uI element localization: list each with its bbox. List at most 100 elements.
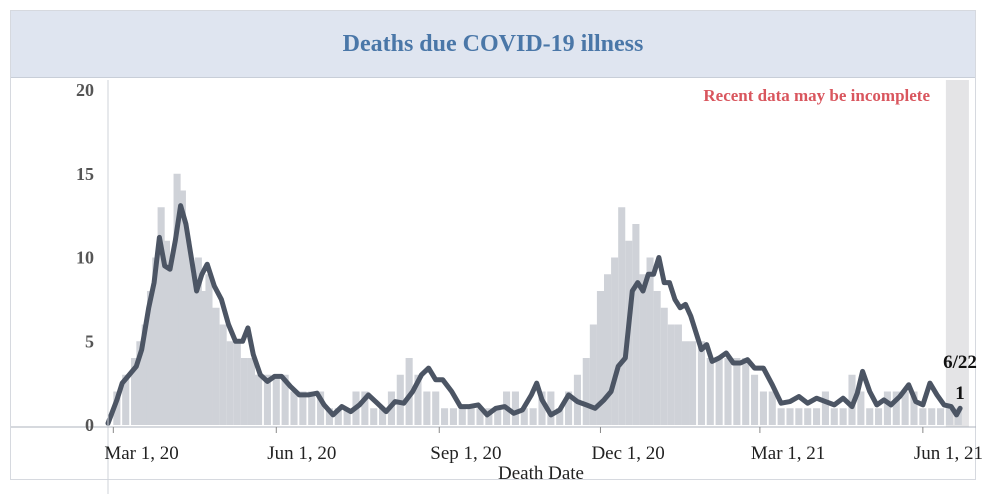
x-tick-label: Mar 1, 20 bbox=[104, 443, 178, 464]
x-tick-label: Jun 1, 21 bbox=[914, 443, 983, 464]
daily-deaths-bar bbox=[830, 408, 838, 425]
y-tick-label: 20 bbox=[76, 80, 94, 100]
daily-deaths-bar bbox=[604, 274, 612, 425]
daily-deaths-bar bbox=[821, 391, 829, 425]
daily-deaths-bar bbox=[162, 240, 170, 425]
daily-deaths-bar bbox=[910, 391, 918, 425]
daily-deaths-bar bbox=[290, 391, 298, 425]
daily-deaths-bar bbox=[152, 257, 160, 425]
chart-frame bbox=[10, 10, 976, 480]
daily-deaths-bar bbox=[674, 324, 682, 425]
daily-deaths-bar bbox=[233, 341, 241, 425]
daily-deaths-bar bbox=[131, 358, 139, 425]
daily-deaths-bar bbox=[432, 391, 440, 425]
daily-deaths-bar bbox=[804, 408, 812, 425]
daily-deaths-bar bbox=[653, 291, 661, 425]
y-tick-label: 15 bbox=[76, 164, 94, 184]
daily-deaths-bar bbox=[768, 391, 776, 425]
daily-deaths-bar bbox=[742, 358, 750, 425]
daily-deaths-bar bbox=[689, 341, 697, 425]
daily-deaths-bar bbox=[611, 257, 619, 425]
daily-deaths-bar bbox=[205, 274, 213, 425]
daily-deaths-bar bbox=[396, 374, 404, 425]
daily-deaths-bar bbox=[857, 391, 865, 425]
daily-deaths-bar bbox=[136, 341, 144, 425]
daily-deaths-bar bbox=[189, 274, 197, 425]
daily-deaths-bar bbox=[618, 207, 626, 425]
daily-deaths-bar bbox=[141, 324, 149, 425]
daily-deaths-bar bbox=[813, 408, 821, 425]
daily-deaths-bar bbox=[866, 408, 874, 425]
chart-title: Deaths due COVID-19 illness bbox=[342, 31, 644, 57]
daily-deaths-bar bbox=[414, 374, 422, 425]
chart-header: Deaths due COVID-19 illness bbox=[11, 11, 975, 78]
daily-deaths-bar bbox=[263, 374, 271, 425]
x-tick-label: Dec 1, 20 bbox=[591, 443, 664, 464]
y-tick-label: 10 bbox=[76, 248, 94, 268]
daily-deaths-bar bbox=[839, 408, 847, 425]
daily-deaths-bar bbox=[751, 374, 759, 425]
daily-deaths-bar bbox=[759, 391, 767, 425]
x-tick-label: Jun 1, 20 bbox=[267, 443, 336, 464]
daily-deaths-bar bbox=[168, 257, 176, 425]
seven-day-average-line bbox=[105, 203, 963, 426]
daily-deaths-bar bbox=[122, 374, 130, 425]
daily-deaths-bar bbox=[681, 341, 690, 425]
daily-deaths-bar bbox=[173, 173, 181, 425]
daily-deaths-bar bbox=[945, 408, 953, 425]
daily-deaths-bar bbox=[883, 391, 891, 425]
daily-deaths-bar bbox=[240, 358, 248, 425]
y-tick-label: 0 bbox=[85, 415, 94, 435]
y-tick-label: 5 bbox=[85, 331, 94, 351]
daily-deaths-bar bbox=[715, 358, 723, 425]
daily-deaths-bar bbox=[467, 408, 475, 425]
daily-deaths-bar bbox=[200, 291, 208, 425]
daily-deaths-bar bbox=[733, 358, 741, 425]
daily-deaths-bar bbox=[458, 408, 466, 425]
daily-deaths-bar bbox=[786, 408, 794, 425]
daily-deaths-bar bbox=[582, 358, 590, 425]
daily-deaths-bar bbox=[343, 408, 351, 425]
daily-deaths-bar bbox=[247, 358, 256, 425]
daily-deaths-bar bbox=[667, 324, 675, 425]
daily-deaths-bar bbox=[589, 324, 597, 425]
daily-deaths-bar bbox=[520, 408, 528, 425]
daily-deaths-bar bbox=[113, 391, 121, 425]
daily-deaths-bar bbox=[157, 207, 165, 425]
daily-deaths-bar bbox=[146, 291, 155, 425]
daily-deaths-bar bbox=[538, 391, 546, 425]
daily-deaths-bar bbox=[317, 391, 325, 425]
daily-deaths-bar bbox=[660, 307, 668, 425]
daily-deaths-bar bbox=[901, 391, 909, 425]
x-tick-label: Mar 1, 21 bbox=[751, 443, 825, 464]
daily-deaths-bar bbox=[405, 358, 413, 425]
daily-deaths-bar bbox=[928, 408, 936, 425]
annotation-value-label: 1 bbox=[955, 383, 965, 404]
daily-deaths-bar bbox=[194, 257, 202, 425]
daily-deaths-bar bbox=[892, 391, 900, 425]
daily-deaths-bar bbox=[777, 408, 785, 425]
daily-deaths-bar bbox=[423, 391, 431, 425]
daily-deaths-bar bbox=[919, 408, 927, 425]
daily-deaths-bar bbox=[449, 408, 457, 425]
incomplete-data-note: Recent data may be incomplete bbox=[703, 86, 930, 105]
daily-deaths-bar bbox=[441, 408, 449, 425]
daily-deaths-bar bbox=[212, 307, 220, 425]
daily-deaths-bar bbox=[184, 240, 192, 425]
daily-deaths-bar bbox=[476, 408, 484, 425]
daily-deaths-bar bbox=[308, 391, 316, 425]
daily-deaths-bar bbox=[281, 374, 289, 425]
daily-deaths-bar bbox=[875, 408, 883, 425]
x-axis-title: Death Date bbox=[498, 463, 584, 484]
daily-deaths-bar bbox=[325, 408, 333, 425]
daily-deaths-bar bbox=[494, 408, 502, 425]
daily-deaths-bar bbox=[646, 257, 654, 425]
incomplete-data-band bbox=[945, 80, 969, 427]
annotation-date-label: 6/22 bbox=[943, 352, 977, 373]
daily-deaths-bar bbox=[596, 291, 604, 425]
daily-deaths-bar bbox=[299, 391, 307, 425]
daily-deaths-bar bbox=[724, 358, 732, 425]
daily-deaths-bar bbox=[511, 391, 519, 425]
daily-deaths-bar bbox=[361, 391, 369, 425]
